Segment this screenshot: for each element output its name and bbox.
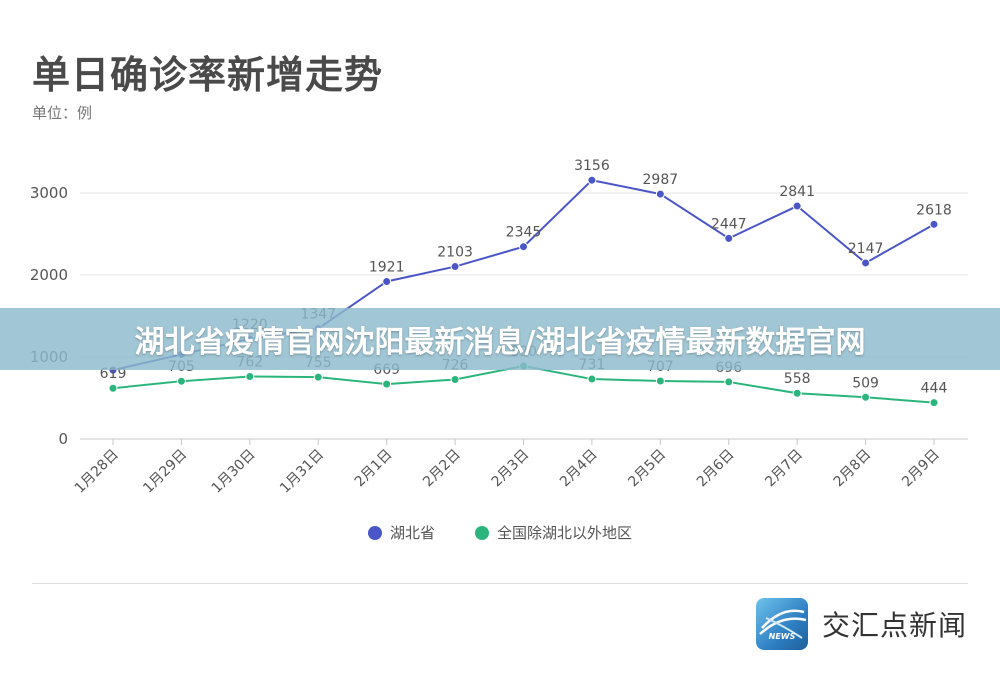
data-label: 509 xyxy=(852,375,879,391)
data-point xyxy=(176,376,186,386)
x-tick-label: 2月1日 xyxy=(352,447,396,491)
data-label: 2147 xyxy=(848,241,884,257)
headline-banner: 湖北省疫情官网沈阳最新消息/湖北省疫情最新数据官网 xyxy=(0,308,1000,370)
chart-legend: 湖北省 全国除湖北以外地区 xyxy=(0,522,1000,543)
x-tick-label: 1月29日 xyxy=(140,447,190,497)
data-point xyxy=(587,175,597,185)
x-tick-label: 2月9日 xyxy=(899,447,943,491)
y-tick-label: 2000 xyxy=(30,266,68,284)
data-point xyxy=(792,201,802,211)
brand-name: 交汇点新闻 xyxy=(822,609,968,642)
data-point xyxy=(724,377,734,387)
data-point xyxy=(382,276,392,286)
data-label: 619 xyxy=(100,366,127,382)
headline-text: 湖北省疫情官网沈阳最新消息/湖北省疫情最新数据官网 xyxy=(134,325,866,360)
x-tick-label: 2月3日 xyxy=(489,447,533,491)
data-point xyxy=(108,383,118,393)
data-point xyxy=(450,374,460,384)
data-label: 1921 xyxy=(369,259,405,275)
legend-item-hubei[interactable]: 湖北省 xyxy=(367,522,435,543)
legend-label-national: 全国除湖北以外地区 xyxy=(497,524,633,542)
x-tick-label: 2月6日 xyxy=(694,447,738,491)
unit-label: 单位：例 xyxy=(32,104,93,122)
x-tick-label: 1月28日 xyxy=(72,447,122,497)
x-tick-label: 2月5日 xyxy=(625,447,669,491)
x-tick-label: 1月30日 xyxy=(209,447,259,497)
data-label: 2618 xyxy=(916,202,952,218)
data-point xyxy=(587,374,597,384)
data-point xyxy=(929,398,939,408)
x-tick-label: 2月2日 xyxy=(420,447,464,491)
footer-divider xyxy=(32,583,968,584)
y-tick-label: 0 xyxy=(58,430,68,448)
data-label: 3156 xyxy=(574,158,610,174)
line-chart: 01000200030001月28日1月29日1月30日1月31日2月1日2月2… xyxy=(30,158,968,497)
data-point xyxy=(792,388,802,398)
chart-title: 单日确诊率新增走势 xyxy=(32,53,384,97)
x-tick-label: 2月8日 xyxy=(831,447,875,491)
data-point xyxy=(724,233,734,243)
data-label: 2345 xyxy=(506,225,542,241)
logo-lines-icon xyxy=(759,609,807,639)
data-label: 2447 xyxy=(711,216,747,232)
data-point xyxy=(245,372,255,382)
data-point xyxy=(519,242,528,252)
y-tick-label: 3000 xyxy=(30,184,68,202)
data-label: 444 xyxy=(921,381,948,397)
brand: NEWS 交汇点新闻 xyxy=(756,598,967,650)
data-point xyxy=(655,376,665,386)
legend-dot-national xyxy=(475,525,489,540)
x-tick-label: 1月31日 xyxy=(277,447,327,497)
data-point xyxy=(861,392,871,402)
legend-item-national[interactable]: 全国除湖北以外地区 xyxy=(475,522,632,543)
data-point xyxy=(655,189,665,199)
data-point xyxy=(861,258,871,268)
series-line-1 xyxy=(112,365,935,404)
news-logo-icon: NEWS xyxy=(756,598,808,650)
data-label: 558 xyxy=(784,371,811,387)
data-point xyxy=(382,379,392,389)
legend-label-hubei: 湖北省 xyxy=(389,524,435,542)
logo-text: NEWS xyxy=(768,632,796,641)
legend-dot-hubei xyxy=(367,525,382,540)
x-tick-label: 2月7日 xyxy=(762,447,806,491)
data-point xyxy=(450,262,460,272)
data-label: 2987 xyxy=(643,172,679,188)
data-label: 2103 xyxy=(437,245,473,261)
x-tick-label: 2月4日 xyxy=(557,447,601,491)
data-point xyxy=(313,372,323,382)
data-point xyxy=(929,219,939,229)
data-label: 2841 xyxy=(779,184,815,200)
